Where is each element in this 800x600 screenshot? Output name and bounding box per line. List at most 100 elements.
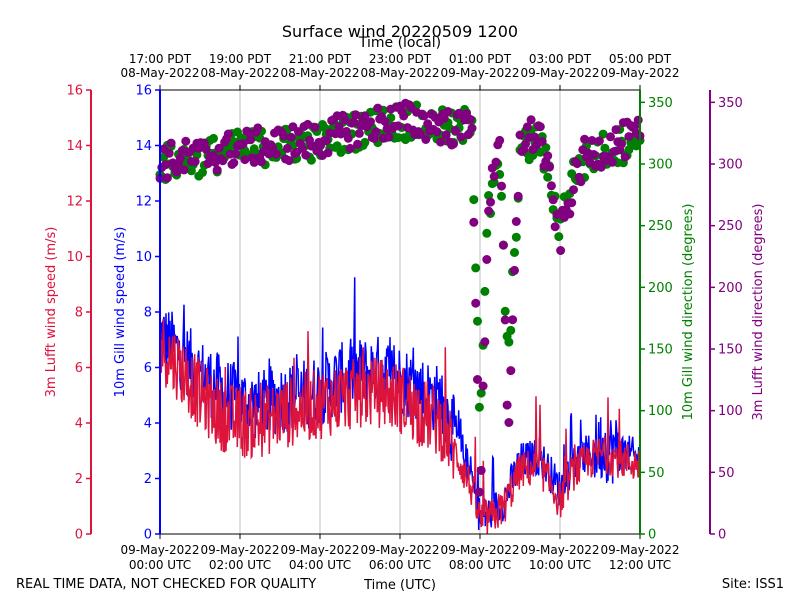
series-point-3	[550, 222, 560, 232]
series-point-3	[223, 129, 233, 139]
x-tick-label-time: 10:00 UTC	[529, 558, 591, 572]
series-line-1	[159, 318, 641, 535]
series-point-3	[508, 315, 518, 325]
series-point-3	[456, 132, 466, 142]
series-point-3	[489, 172, 499, 181]
x-tick-label-date: 09-May-2022	[200, 543, 279, 557]
lufft-speed-axis-tick-label: 4	[75, 417, 83, 432]
gill-speed-axis-tick-label: 16	[135, 84, 152, 99]
series-point-3	[212, 165, 222, 175]
series-point-3	[229, 158, 239, 168]
data-series	[155, 98, 645, 535]
series-point-3	[506, 366, 516, 376]
series-point-3	[567, 198, 577, 208]
series-point-3	[530, 132, 540, 142]
series-point-3	[419, 111, 429, 121]
series-point-3	[572, 159, 582, 169]
grid-lines	[239, 90, 561, 534]
lufft-dir-axis-tick-label: 50	[718, 466, 735, 481]
series-point-2	[624, 145, 634, 155]
gill-speed-axis-tick-label: 12	[135, 195, 152, 210]
gill-speed-axis-tick-label: 8	[144, 306, 152, 321]
series-point-3	[607, 157, 617, 167]
series-point-3	[423, 119, 433, 129]
series-point-3	[617, 139, 626, 149]
top-tick-label-date: 08-May-2022	[120, 66, 199, 80]
x-tick-label-time: 02:00 UTC	[209, 558, 271, 572]
series-point-3	[286, 132, 296, 142]
series-point-3	[580, 134, 590, 144]
series-point-3	[500, 315, 510, 325]
gill-speed-axis-tick-label: 6	[144, 361, 152, 376]
series-point-2	[543, 172, 553, 182]
series-point-3	[371, 127, 381, 137]
top-tick-label-date: 09-May-2022	[520, 66, 599, 80]
series-point-2	[510, 248, 519, 257]
x-tick-label-time: 04:00 UTC	[289, 558, 351, 572]
series-point-3	[620, 152, 630, 162]
series-point-3	[421, 135, 431, 144]
series-point-3	[556, 246, 566, 255]
gill-dir-axis-tick-label: 150	[648, 343, 673, 358]
series-point-3	[633, 115, 643, 125]
series-point-3	[502, 400, 512, 410]
top-tick-label-date: 09-May-2022	[600, 66, 679, 80]
x-tick-label-time: 00:00 UTC	[129, 558, 191, 572]
lufft-dir-axis-tick-label: 200	[718, 281, 743, 296]
x-tick-label-date: 09-May-2022	[120, 543, 199, 557]
series-point-3	[282, 143, 292, 153]
series-point-3	[611, 125, 621, 135]
gill-dir-axis-tick-label: 50	[648, 466, 665, 481]
series-point-3	[351, 110, 361, 120]
top-tick-label-time: 19:00 PDT	[209, 52, 272, 66]
series-point-3	[161, 160, 170, 170]
top-tick-label-date: 08-May-2022	[280, 66, 359, 80]
series-point-2	[332, 141, 342, 151]
series-point-2	[474, 402, 484, 412]
series-point-3	[366, 117, 375, 127]
x-tick-label-time: 08:00 UTC	[449, 558, 511, 572]
series-point-3	[164, 148, 174, 158]
series-point-3	[342, 127, 351, 136]
site-label: Site: ISS1	[722, 577, 784, 592]
series-point-3	[587, 136, 597, 145]
lufft-dir-axis-label: 3m Lufft wind direction (degrees)	[751, 204, 766, 421]
series-point-3	[565, 209, 575, 219]
series-point-3	[190, 157, 200, 167]
chart-title: Surface wind 20220509 1200	[282, 22, 518, 41]
lufft-dir-axis-tick-label: 150	[718, 343, 743, 358]
x-tick-label-date: 09-May-2022	[600, 543, 679, 557]
top-tick-label-time: 17:00 PDT	[129, 52, 192, 66]
series-point-3	[162, 173, 172, 183]
series-point-3	[340, 115, 350, 125]
series-point-2	[473, 316, 482, 326]
series-point-2	[476, 388, 486, 398]
x-tick-label-time: 06:00 UTC	[369, 558, 431, 572]
lufft-dir-axis-tick-label: 350	[718, 96, 743, 111]
series-point-3	[480, 337, 490, 347]
series-point-3	[201, 144, 211, 154]
series-point-3	[471, 298, 481, 308]
series-point-3	[218, 156, 228, 166]
series-point-3	[209, 151, 218, 160]
series-point-3	[545, 162, 554, 172]
gill-dir-axis-tick-label: 250	[648, 219, 673, 234]
series-point-3	[548, 195, 558, 205]
series-point-2	[471, 263, 481, 273]
series-point-3	[166, 138, 176, 148]
series-point-3	[535, 122, 545, 132]
series-point-3	[484, 206, 494, 216]
top-tick-label-date: 08-May-2022	[360, 66, 439, 80]
series-point-2	[600, 143, 610, 153]
series-point-3	[476, 465, 486, 475]
top-tick-label-date: 09-May-2022	[440, 66, 519, 80]
lufft-speed-axis-tick-label: 16	[66, 84, 83, 99]
series-point-3	[323, 148, 333, 158]
series-point-2	[209, 133, 218, 143]
series-point-3	[491, 157, 501, 167]
top-tick-label-time: 01:00 PDT	[449, 52, 512, 66]
series-point-2	[480, 286, 490, 296]
series-point-3	[179, 165, 189, 175]
series-point-2	[500, 306, 510, 316]
